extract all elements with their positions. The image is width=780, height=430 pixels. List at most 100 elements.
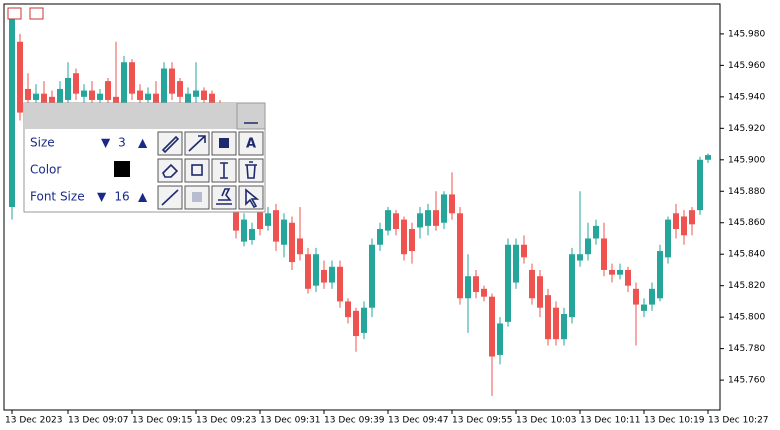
candle-body <box>265 213 271 226</box>
candle-body <box>209 93 215 104</box>
candle-body <box>705 155 711 160</box>
icon <box>188 135 206 152</box>
candle-body <box>513 244 519 283</box>
candle-body <box>633 288 639 305</box>
candle-body <box>657 251 663 299</box>
x-tick-label: 13 Dec 09:15 <box>132 416 193 426</box>
y-tick-label: 145.760 <box>728 376 765 386</box>
icon <box>192 192 202 202</box>
decrease[interactable]: ▼ <box>101 136 111 150</box>
candle-body <box>121 62 127 105</box>
candle-body <box>33 93 39 100</box>
candle-body <box>169 68 175 94</box>
x-tick-label: 13 Dec 10:19 <box>644 416 705 426</box>
candle-body <box>297 238 303 255</box>
eraser-tool[interactable] <box>157 158 183 183</box>
candle-body <box>425 210 431 226</box>
y-tick-label: 145.860 <box>728 218 765 228</box>
candle-body <box>81 90 87 97</box>
size-label: Size <box>30 136 55 150</box>
icon <box>219 138 229 148</box>
icon[interactable] <box>29 7 44 20</box>
x-tick-label: 13 Dec 09:55 <box>452 416 513 426</box>
candle-body <box>649 288 655 305</box>
candle-body <box>593 225 599 239</box>
candle-body <box>489 296 495 357</box>
candle-body <box>281 219 287 245</box>
candle-body <box>601 238 607 270</box>
x-tick-label: 13 Dec 10:03 <box>516 416 577 426</box>
size-value: 3 <box>118 136 126 150</box>
icon <box>245 161 257 179</box>
candle-body <box>249 229 255 241</box>
candle-body <box>289 222 295 263</box>
y-tick-label: 145.780 <box>728 344 765 354</box>
candle-body <box>385 210 391 231</box>
candle-body <box>433 210 439 226</box>
y-tick-label: 145.880 <box>728 187 765 197</box>
rect-tool[interactable] <box>184 158 210 183</box>
decrease[interactable]: ▼ <box>97 190 107 204</box>
candle-body <box>481 288 487 297</box>
candle-body <box>521 244 527 258</box>
candle-body <box>681 216 687 236</box>
candle-body <box>465 276 471 299</box>
candle-body <box>529 269 535 299</box>
candle-body <box>329 266 335 283</box>
drawing-panel: Size ▼ 3 ▲ Color Font Size ▼ 16 ▲ A <box>23 102 266 213</box>
x-tick-label: 13 Dec 09:07 <box>68 416 129 426</box>
candle-body <box>361 307 367 333</box>
candle-body <box>161 68 167 104</box>
icon <box>245 188 260 209</box>
y-tick-label: 145.820 <box>728 281 765 291</box>
candle-body <box>241 219 247 242</box>
increase[interactable]: ▲ <box>138 190 148 204</box>
candle-body <box>257 199 263 230</box>
minimize-button[interactable] <box>236 102 266 130</box>
candle-body <box>73 73 79 94</box>
select-tool[interactable] <box>238 185 264 210</box>
candle-body <box>177 81 183 97</box>
x-tick-label: 13 Dec 09:23 <box>196 416 257 426</box>
x-tick-label: 13 Dec 2023 <box>5 416 63 426</box>
candle-body <box>105 81 111 100</box>
candle-body <box>233 207 239 231</box>
candle-body <box>321 269 327 283</box>
candle-body <box>97 93 103 100</box>
candle-body <box>145 93 151 100</box>
font-size-label: Font Size <box>30 190 85 204</box>
candle-body <box>577 254 583 261</box>
color-swatch[interactable] <box>114 161 130 177</box>
candle-body <box>673 213 679 230</box>
candle-body <box>409 229 415 252</box>
text-tool[interactable] <box>238 131 264 156</box>
candle-body <box>41 93 47 104</box>
candle-body <box>273 210 279 242</box>
panel-header[interactable] <box>24 103 237 129</box>
candle-body <box>25 88 31 100</box>
candle-body <box>393 213 399 230</box>
y-tick-label: 145.960 <box>728 61 765 71</box>
candle-body <box>345 301 351 318</box>
x-tick-label: 13 Dec 09:31 <box>260 416 321 426</box>
candle-body <box>57 88 63 105</box>
candle-body <box>353 310 359 337</box>
candle-body <box>441 194 447 223</box>
candle-body <box>609 269 615 275</box>
candle-body <box>137 90 143 100</box>
x-tick-label: 13 Dec 09:47 <box>388 416 449 426</box>
icon[interactable] <box>7 7 22 20</box>
candle-body <box>665 219 671 258</box>
icon <box>191 164 203 176</box>
candle-body <box>689 210 695 225</box>
icon <box>161 189 179 206</box>
candle-body <box>305 254 311 289</box>
x-tick-label: 13 Dec 10:11 <box>580 416 641 426</box>
candle-body <box>49 96 55 105</box>
candle-body <box>641 304 647 311</box>
candle-body <box>497 323 503 355</box>
candle-body <box>65 77 71 100</box>
candle-body <box>377 229 383 245</box>
y-tick-label: 145.920 <box>728 124 765 134</box>
increase[interactable]: ▲ <box>138 136 148 150</box>
